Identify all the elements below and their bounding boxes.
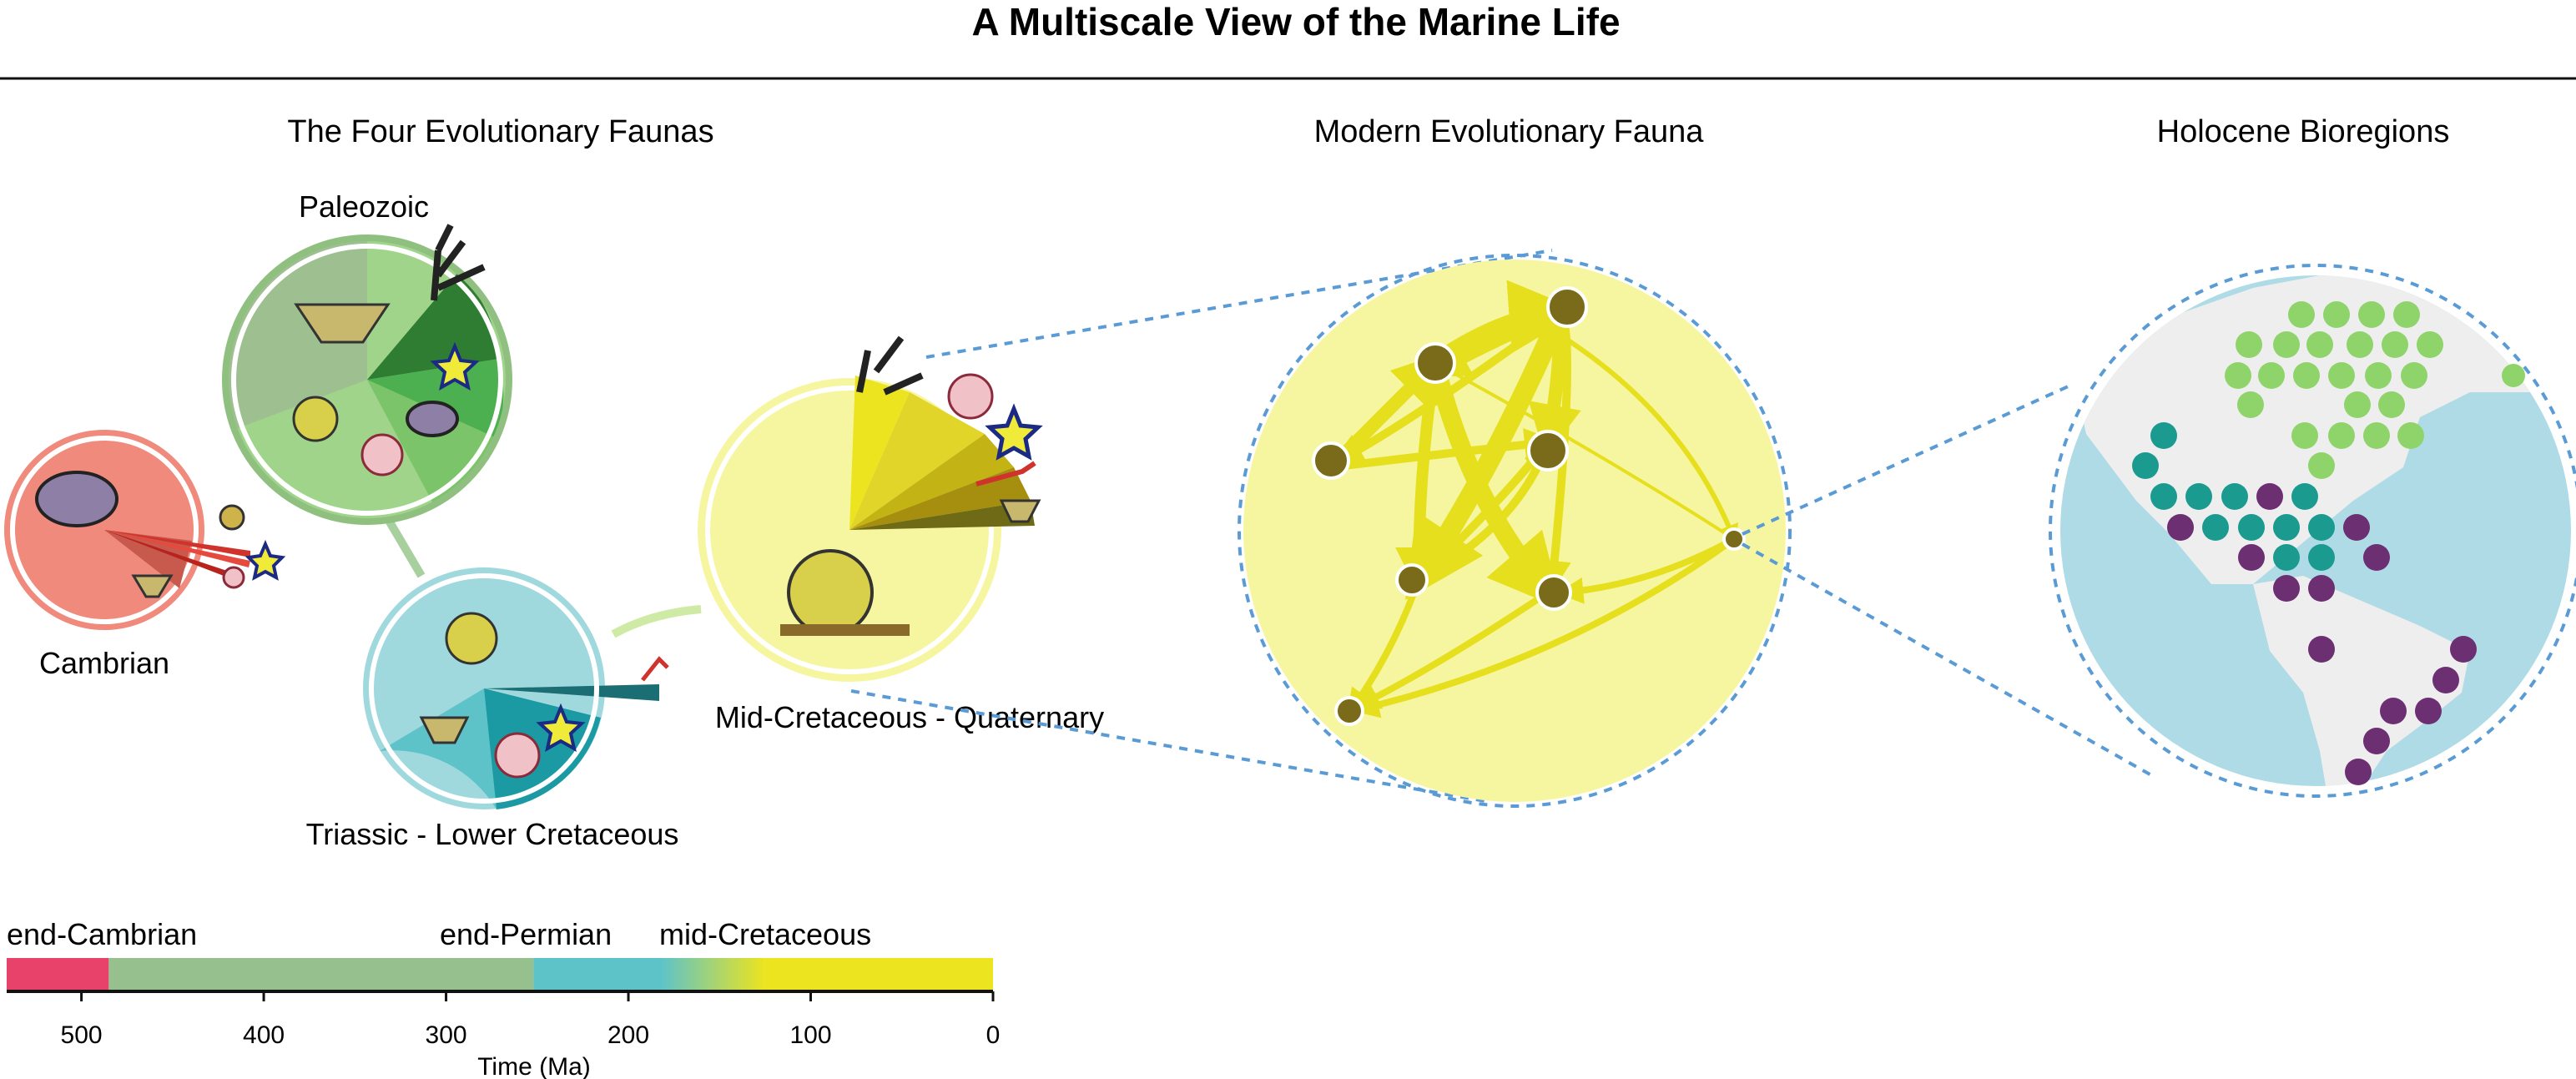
network-node [1527, 430, 1569, 471]
timeline-tick-label: 100 [789, 1021, 831, 1049]
zoom-line-globe-top [1742, 382, 2074, 536]
connector-triassic-modern [611, 605, 702, 638]
network-node [1414, 342, 1456, 384]
timeline-segment [533, 958, 765, 991]
timeline-segment [7, 958, 109, 991]
modern-fauna-network [1238, 254, 1792, 808]
timeline-bar [7, 958, 993, 991]
timeline-segment [764, 958, 993, 991]
starfish-icon [985, 403, 1043, 461]
timeline-tick-label: 300 [426, 1021, 467, 1049]
label-paleozoic: Paleozoic [299, 189, 429, 224]
snail-icon [219, 504, 245, 531]
network-node [1334, 696, 1364, 726]
snail-icon [292, 396, 339, 442]
snail-icon [787, 549, 874, 636]
panel-heading-faunas: The Four Evolutionary Faunas [287, 114, 713, 149]
network-node [1312, 441, 1350, 480]
label-cambrian: Cambrian [39, 646, 169, 680]
bryozoan-icon [947, 373, 994, 420]
shrimp-icon [641, 656, 669, 682]
timeline-axis-label: Time (Ma) [477, 1053, 591, 1079]
network-node [1546, 286, 1588, 328]
crinoid-icon [856, 335, 924, 396]
timeline-tick-label: 0 [986, 1021, 1001, 1049]
panel-heading-modern: Modern Evolutionary Fauna [1314, 114, 1705, 149]
network-node [1535, 574, 1572, 611]
bryozoan-icon [494, 732, 541, 779]
timeline-tick-label: 200 [607, 1021, 649, 1049]
timeline-tick-label: 500 [61, 1021, 103, 1049]
panel-heading-holocene: Holocene Bioregions [2157, 114, 2450, 149]
holocene-globe [2049, 264, 2576, 798]
crinoid-icon [431, 224, 486, 301]
timeline-tick-label: 400 [243, 1021, 285, 1049]
brachiopod-icon [419, 716, 470, 744]
event-mid-cretaceous: mid-Cretaceous [659, 917, 871, 951]
timeline-ticks: 500 400 300 200 100 0 [61, 991, 1001, 1049]
shrimp-icon [975, 461, 1036, 487]
snail-icon [445, 612, 498, 665]
figure-title: A Multiscale View of the Marine Life [971, 0, 1620, 43]
starfish-icon [244, 539, 286, 581]
label-mid-cretaceous: Mid-Cretaceous - Quaternary [715, 700, 1104, 734]
cambrian-fauna-circle [4, 430, 286, 630]
modern-fauna-circle [698, 335, 1043, 682]
brachiopod-icon [131, 574, 174, 598]
bryozoan-icon [360, 433, 404, 476]
event-end-permian: end-Permian [440, 917, 612, 951]
timeline: end-Cambrian end-Permian mid-Cretaceous … [7, 917, 1000, 1079]
starfish-icon [536, 703, 586, 752]
network-node [1395, 563, 1429, 597]
trilobite-icon [35, 471, 118, 527]
trilobite-icon [406, 401, 459, 437]
brachiopod-icon [999, 499, 1041, 523]
zoom-line-bottom [850, 689, 1486, 803]
bryozoan-icon [222, 566, 245, 589]
south-america-landmass [2253, 576, 2470, 786]
brachiopod-icon [294, 303, 391, 344]
event-end-cambrian: end-Cambrian [7, 917, 197, 951]
label-triassic: Triassic - Lower Cretaceous [306, 817, 679, 851]
starfish-icon [430, 341, 480, 391]
network-node [1722, 527, 1746, 551]
timeline-segment [108, 958, 534, 991]
paleozoic-fauna-circle [222, 224, 512, 525]
triassic-fauna-circle [363, 567, 669, 809]
